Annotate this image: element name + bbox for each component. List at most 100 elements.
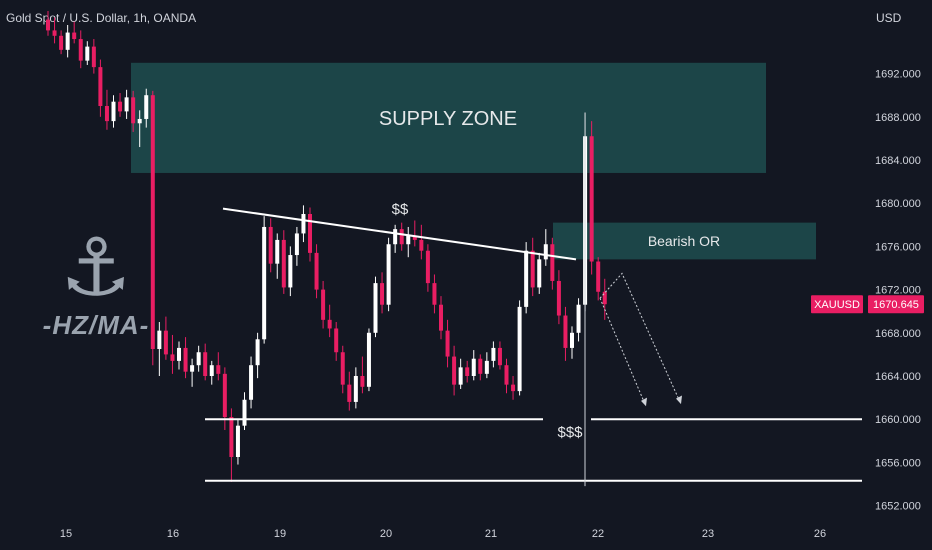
candle-body	[314, 252, 319, 290]
candle-body	[471, 358, 476, 376]
candle-body	[432, 283, 437, 305]
x-tick-label: 19	[274, 528, 286, 540]
x-tick-label: 26	[814, 528, 826, 540]
candle-body	[137, 118, 142, 124]
candle-body	[393, 229, 398, 245]
candle-body	[78, 39, 83, 61]
candle-body	[91, 46, 96, 68]
price-tag: 1670.645	[873, 299, 919, 311]
candle-body	[439, 304, 443, 331]
candle-body	[412, 235, 417, 240]
candle-body	[203, 352, 208, 376]
projection-path-b	[599, 298, 646, 405]
trendline	[222, 207, 577, 261]
candle-body	[530, 250, 535, 288]
candle-body	[163, 330, 168, 355]
x-tick-label: 22	[592, 528, 604, 540]
candle-body	[563, 315, 568, 348]
candle-body	[589, 136, 594, 262]
candle-body	[360, 376, 365, 387]
y-tick-label: 1668.000	[875, 328, 921, 340]
candle-body	[347, 384, 352, 402]
projection-path-a	[599, 272, 681, 403]
bearish-or-label: Bearish OR	[648, 233, 720, 249]
candle-body	[511, 384, 516, 392]
x-tick-label: 21	[485, 528, 497, 540]
lines-layer	[205, 112, 862, 487]
candle-body	[52, 30, 57, 36]
liquidity-label-bottom: $$$	[557, 424, 583, 441]
candle-body	[183, 347, 188, 372]
x-tick-label: 15	[60, 528, 72, 540]
candle-body	[190, 365, 195, 372]
candle-body	[596, 261, 601, 292]
zones-layer	[131, 62, 816, 260]
candle-body	[524, 250, 529, 307]
candle-body	[556, 280, 561, 316]
candle-body	[308, 214, 312, 253]
supply-zone-label: SUPPLY ZONE	[379, 108, 517, 130]
candle-body	[602, 291, 607, 305]
candle-body	[196, 352, 201, 366]
candle-body	[46, 19, 50, 31]
candle-body	[301, 214, 306, 234]
candle-body	[537, 259, 542, 288]
x-tick-label: 20	[380, 528, 392, 540]
candle-body	[144, 95, 149, 119]
candle-body	[177, 347, 181, 361]
candle-body	[170, 354, 175, 361]
candle-body	[340, 352, 345, 385]
candle-body	[406, 235, 411, 245]
candle-body	[157, 330, 162, 349]
y-tick-label: 1656.000	[875, 457, 921, 469]
candle-body	[576, 304, 581, 333]
candle-body	[543, 244, 548, 260]
projection-arrow-a	[641, 397, 647, 407]
candle-body	[222, 373, 227, 418]
candle-body	[334, 328, 339, 353]
axes-layer: 1692.000 1688.000 1684.000 1680.000 1676.000…	[60, 69, 924, 540]
candle-body	[484, 360, 489, 374]
y-tick-label: 1680.000	[875, 198, 921, 210]
candle-body	[288, 255, 293, 288]
candle-body	[118, 101, 123, 112]
y-tick-label: 1672.000	[875, 285, 921, 297]
candle-body	[327, 319, 332, 329]
candle-body	[570, 332, 574, 348]
candle-body	[262, 226, 267, 340]
chart-title: Gold Spot / U.S. Dollar, 1h, OANDA	[6, 11, 197, 25]
candle-body	[478, 358, 483, 374]
candle-body	[104, 106, 109, 122]
candle-body	[124, 97, 129, 112]
x-tick-label: 16	[167, 528, 179, 540]
y-tick-label: 1664.000	[875, 371, 921, 383]
candle-body	[294, 233, 299, 256]
candle-body	[366, 332, 371, 387]
y-tick-label: 1676.000	[875, 241, 921, 253]
supply-zone	[131, 62, 766, 173]
y-tick-label: 1660.000	[875, 414, 921, 426]
candle-body	[321, 289, 326, 320]
y-tick-label: 1684.000	[875, 155, 921, 167]
candle-body	[550, 244, 555, 281]
candle-body	[98, 67, 103, 106]
candle-body	[399, 229, 404, 245]
candle-body	[131, 97, 136, 124]
candle-body	[504, 365, 509, 385]
candle-body	[150, 95, 155, 349]
candle-body	[72, 32, 77, 40]
candle-body	[497, 347, 502, 366]
candle-body	[353, 376, 358, 402]
candle-body	[249, 365, 254, 400]
candle-body	[425, 250, 430, 284]
candle-body	[209, 365, 214, 376]
candle-body	[281, 239, 286, 288]
candle-body	[380, 283, 385, 305]
currency-label: USD	[876, 11, 902, 25]
candle-body	[386, 244, 391, 305]
candle-body	[235, 425, 240, 457]
candle-body	[275, 239, 280, 264]
candle-body	[465, 367, 470, 376]
